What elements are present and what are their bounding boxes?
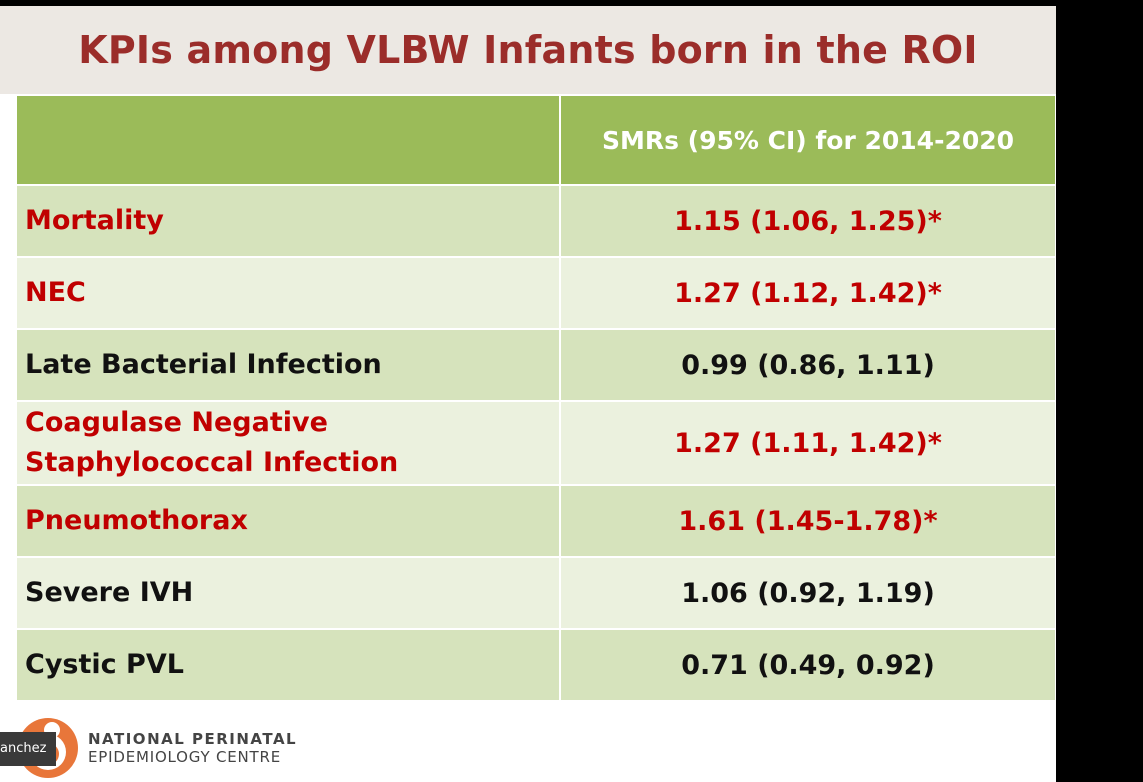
slide-footer: NATIONAL PERINATAL EPIDEMIOLOGY CENTRE xyxy=(0,706,1056,782)
table-row: Severe IVH 1.06 (0.92, 1.19) xyxy=(15,556,1056,630)
title-band: KPIs among VLBW Infants born in the ROI xyxy=(0,6,1056,94)
table-header-row: SMRs (95% CI) for 2014-2020 xyxy=(15,94,1056,186)
row-value: 1.15 (1.06, 1.25)* xyxy=(559,184,1056,258)
org-name-line2: EPIDEMIOLOGY CENTRE xyxy=(88,748,282,766)
presenter-name-tag: anchez xyxy=(0,732,56,766)
row-label: Pneumothorax xyxy=(15,484,561,558)
table-row: NEC 1.27 (1.12, 1.42)* xyxy=(15,256,1056,330)
row-value: 0.99 (0.86, 1.11) xyxy=(559,328,1056,402)
row-value: 0.71 (0.49, 0.92) xyxy=(559,628,1056,702)
table-row: Late Bacterial Infection 0.99 (0.86, 1.1… xyxy=(15,328,1056,402)
slide-title: KPIs among VLBW Infants born in the ROI xyxy=(78,28,978,72)
presentation-slide: KPIs among VLBW Infants born in the ROI … xyxy=(0,6,1056,782)
row-value: 1.27 (1.12, 1.42)* xyxy=(559,256,1056,330)
table-row: Mortality 1.15 (1.06, 1.25)* xyxy=(15,184,1056,258)
table-row: Coagulase Negative Staphylococcal Infect… xyxy=(15,400,1056,486)
row-label: Late Bacterial Infection xyxy=(15,328,561,402)
org-name-line1: NATIONAL PERINATAL xyxy=(88,730,298,748)
row-label: Mortality xyxy=(15,184,561,258)
row-value: 1.27 (1.11, 1.42)* xyxy=(559,400,1056,486)
row-label: Coagulase Negative Staphylococcal Infect… xyxy=(15,400,561,486)
row-value: 1.61 (1.45-1.78)* xyxy=(559,484,1056,558)
kpi-table: SMRs (95% CI) for 2014-2020 Mortality 1.… xyxy=(15,94,1056,702)
row-label: Severe IVH xyxy=(15,556,561,630)
header-cell-label xyxy=(15,94,561,186)
header-cell-smr: SMRs (95% CI) for 2014-2020 xyxy=(559,94,1056,186)
table-row: Cystic PVL 0.71 (0.49, 0.92) xyxy=(15,628,1056,702)
row-value: 1.06 (0.92, 1.19) xyxy=(559,556,1056,630)
table-row: Pneumothorax 1.61 (1.45-1.78)* xyxy=(15,484,1056,558)
row-label: NEC xyxy=(15,256,561,330)
row-label: Cystic PVL xyxy=(15,628,561,702)
